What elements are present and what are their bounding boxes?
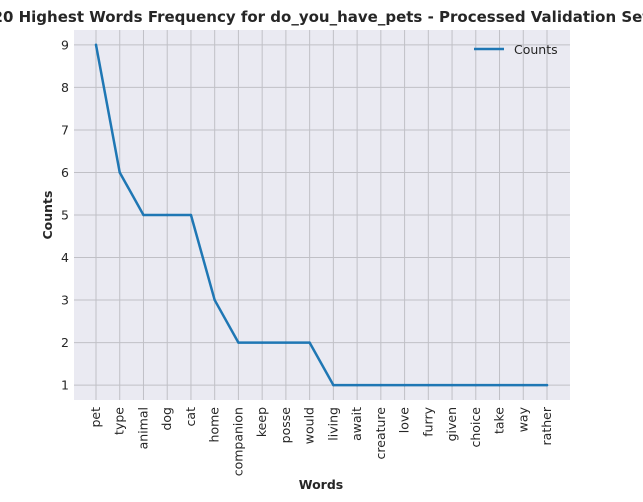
data-point — [142, 213, 145, 217]
data-point — [522, 383, 525, 387]
data-point — [260, 341, 264, 344]
data-point — [332, 383, 335, 387]
y-tick-label: 8 — [61, 80, 69, 95]
series-line-0 — [94, 43, 549, 387]
y-tick-label: 9 — [61, 37, 69, 52]
legend: Counts — [474, 42, 558, 57]
x-tick-label: cat — [183, 407, 198, 427]
grid-lines — [74, 30, 570, 400]
x-tick-label: choice — [468, 407, 483, 448]
x-tick-label: type — [112, 407, 127, 435]
x-tick-label: given — [444, 407, 459, 441]
x-axis-label: Words — [299, 477, 343, 492]
x-tick-label: companion — [230, 407, 245, 476]
data-point — [545, 383, 549, 387]
x-tick-label: love — [397, 407, 412, 434]
y-tick-label: 7 — [61, 122, 69, 137]
x-tick-label: way — [515, 406, 530, 432]
data-point — [237, 341, 240, 344]
x-tick-label: dog — [159, 407, 174, 431]
x-tick-label: home — [207, 407, 222, 443]
x-tick-label: pet — [88, 407, 103, 428]
y-tick-label: 3 — [61, 293, 69, 308]
data-point — [166, 213, 169, 217]
data-point — [118, 171, 121, 174]
data-point — [474, 383, 477, 387]
data-point — [189, 213, 193, 217]
x-tick-label: keep — [254, 407, 269, 437]
data-point — [308, 341, 311, 344]
series-lines — [94, 43, 549, 387]
data-point — [403, 383, 406, 387]
x-tick-label: take — [492, 407, 507, 434]
data-point — [284, 341, 288, 344]
data-point — [355, 383, 359, 387]
data-point — [379, 383, 383, 387]
legend-label: Counts — [514, 42, 558, 57]
x-tick-label: animal — [135, 407, 150, 449]
y-tick-label: 4 — [61, 250, 69, 265]
x-tick-label: creature — [373, 407, 388, 460]
y-tick-labels: 1 2 3 4 5 6 7 8 9 — [61, 37, 69, 392]
data-point — [94, 43, 98, 47]
y-tick-label: 6 — [61, 165, 69, 180]
y-axis-label: Counts — [40, 191, 55, 240]
y-tick-label: 5 — [61, 208, 69, 223]
x-tick-label: living — [325, 407, 340, 441]
x-tick-label: furry — [420, 406, 435, 436]
chart-title: 20 Highest Words Frequency for do_you_ha… — [0, 8, 643, 26]
x-tick-label: rather — [539, 406, 554, 445]
y-tick-label: 2 — [61, 335, 69, 350]
data-point — [427, 383, 430, 387]
x-tick-labels: pet type animal dog cat home companion keep poss… — [88, 406, 554, 476]
x-tick-label: posse — [278, 407, 293, 444]
data-point — [450, 383, 454, 387]
data-point — [498, 383, 501, 387]
x-tick-label: await — [349, 407, 364, 441]
y-tick-label: 1 — [61, 378, 69, 393]
x-tick-label: would — [302, 407, 317, 444]
data-point — [213, 298, 216, 302]
